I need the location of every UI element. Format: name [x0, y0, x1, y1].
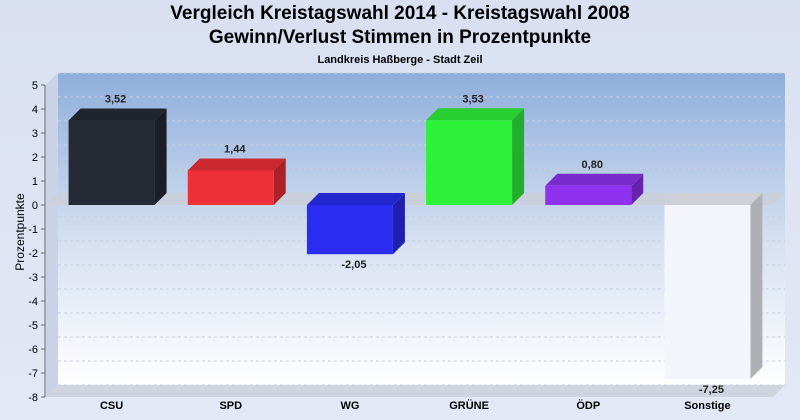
x-tick-label: WG [340, 400, 359, 412]
data-label: 1,44 [224, 143, 246, 155]
y-tick-label: -8 [28, 392, 38, 404]
x-tick-label: GRÜNE [449, 399, 489, 412]
bar-wg [306, 205, 393, 255]
y-tick-label: -3 [28, 272, 38, 284]
plot-left-wall [46, 73, 58, 397]
data-label: 0,80 [582, 159, 603, 171]
y-tick-label: -1 [28, 224, 38, 236]
data-label: 3,53 [462, 93, 483, 105]
bar-dp-side [631, 173, 644, 205]
x-tick-label: ÖDP [576, 399, 600, 412]
bar-csu-top [68, 108, 167, 121]
bar-grne-top [426, 108, 525, 121]
chart-subtitle: Landkreis Haßberge - Stadt Zeil [317, 54, 483, 66]
bar-dp [545, 185, 632, 205]
x-tick-label: CSU [100, 400, 123, 412]
y-tick-label: 1 [32, 176, 38, 188]
y-tick-label: -2 [28, 248, 38, 260]
data-label: -7,25 [699, 384, 724, 396]
y-tick-label: 2 [32, 152, 38, 164]
y-tick-label: -6 [28, 344, 38, 356]
bar-grne-side [512, 108, 525, 205]
y-tick-label: 0 [32, 200, 38, 212]
plot-floor [46, 385, 785, 397]
bar-grne [426, 120, 513, 205]
y-tick-label: 5 [32, 80, 38, 92]
bar-spd [187, 170, 274, 205]
data-label: 3,52 [105, 94, 126, 106]
data-label: -2,05 [341, 259, 366, 271]
y-tick-label: 4 [32, 104, 38, 116]
plot-back-wall [58, 73, 785, 385]
bar-spd-top [187, 158, 286, 171]
y-tick-label: -4 [28, 296, 38, 308]
bar-wg-top [306, 193, 405, 205]
bar-sonstige-top [664, 193, 763, 205]
x-tick-label: SPD [219, 400, 242, 412]
y-tick-label: -7 [28, 368, 38, 380]
bar-dp-top [545, 173, 644, 186]
bar-csu-side [154, 108, 167, 205]
chart-title: Vergleich Kreistagswahl 2014 - Kreistags… [170, 3, 630, 24]
bar-sonstige-side [750, 193, 763, 379]
y-tick-label: -5 [28, 320, 38, 332]
y-tick-label: 3 [32, 128, 38, 140]
bar-wg-side [392, 193, 405, 255]
x-tick-label: Sonstige [684, 400, 730, 412]
bar-csu [68, 120, 155, 205]
bar-sonstige [664, 205, 751, 379]
chart-title-line-2: Gewinn/Verlust Stimmen in Prozentpunkte [208, 27, 592, 48]
bar-spd-side [273, 158, 286, 205]
